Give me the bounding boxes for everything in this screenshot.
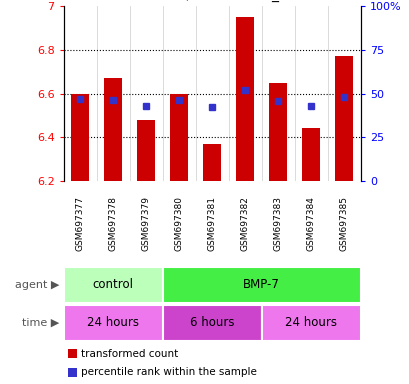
Bar [301,129,319,181]
Text: GSM697379: GSM697379 [141,196,150,251]
Text: 24 hours: 24 hours [285,316,337,329]
Text: GSM697382: GSM697382 [240,196,249,251]
Text: GSM697385: GSM697385 [339,196,348,251]
Text: GSM697384: GSM697384 [306,196,315,251]
Text: GSM697378: GSM697378 [108,196,117,251]
Bar [261,305,360,341]
Text: transformed count: transformed count [81,349,178,359]
Bar [104,78,122,181]
Bar [71,93,89,181]
Text: GSM697380: GSM697380 [174,196,183,251]
Text: BMP-7: BMP-7 [243,278,279,291]
Bar [63,267,162,303]
Text: 6 hours: 6 hours [189,316,234,329]
Text: GSM697377: GSM697377 [75,196,84,251]
Text: control: control [92,278,133,291]
Bar [202,144,221,181]
Text: time ▶: time ▶ [22,318,59,328]
Bar [162,267,360,303]
Text: GSM697381: GSM697381 [207,196,216,251]
Text: percentile rank within the sample: percentile rank within the sample [81,367,256,377]
Text: GDS3930 / S57565cds_at: GDS3930 / S57565cds_at [117,0,292,2]
Bar [268,83,287,181]
Bar [63,305,162,341]
Bar [236,17,254,181]
Text: 24 hours: 24 hours [87,316,139,329]
Bar [137,120,155,181]
Bar [162,305,261,341]
Bar [170,93,188,181]
Text: GSM697383: GSM697383 [273,196,282,251]
Bar [335,56,353,181]
Text: agent ▶: agent ▶ [15,280,59,290]
